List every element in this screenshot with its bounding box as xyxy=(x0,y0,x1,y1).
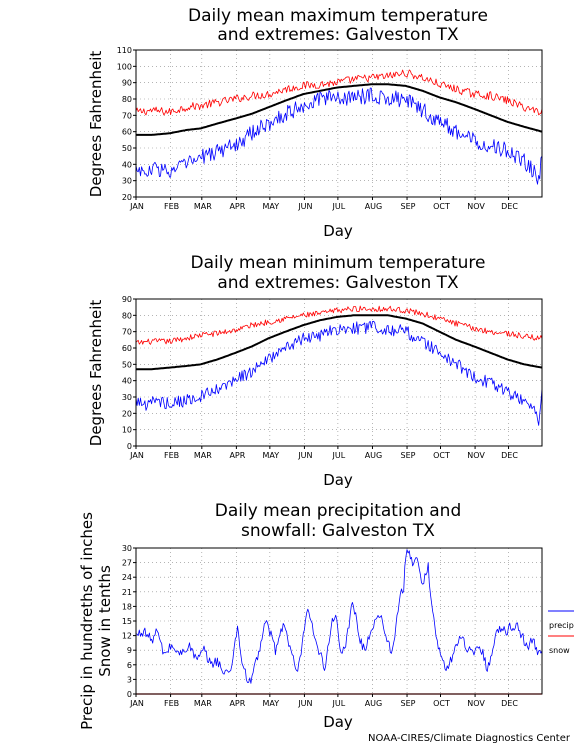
x-tick-label: MAR xyxy=(194,699,212,708)
y-tick-label: 30 xyxy=(122,544,132,553)
max-temp-chart: Daily mean maximum temperature and extre… xyxy=(87,6,543,240)
x-tick-label: JUN xyxy=(297,451,312,460)
x-tick-label: APR xyxy=(229,202,245,211)
series-record-low xyxy=(135,87,543,185)
y-axis-label-line-2: Snow in tenths xyxy=(96,565,114,677)
y-tick-label: 24 xyxy=(122,573,132,582)
x-tick-label: DEC xyxy=(501,451,518,460)
y-tick-label: 60 xyxy=(122,344,132,353)
x-tick-label: JUN xyxy=(297,699,312,708)
y-tick-label: 50 xyxy=(122,144,132,153)
x-tick-label: JAN xyxy=(129,451,144,460)
x-tick-label: NOV xyxy=(467,202,485,211)
x-tick-label: AUG xyxy=(365,451,383,460)
y-tick-label: 70 xyxy=(122,328,132,337)
x-tick-label: SEP xyxy=(401,699,416,708)
y-tick-label: 6 xyxy=(127,661,132,670)
x-tick-label: JUL xyxy=(332,451,346,460)
y-tick-label: 100 xyxy=(117,62,132,71)
series-mean xyxy=(136,314,543,371)
x-tick-label: AUG xyxy=(365,699,383,708)
series-record-low xyxy=(135,320,543,426)
precip-chart: Daily mean precipitation and snowfall: G… xyxy=(78,501,574,731)
y-axis-label: Degrees Fahrenheit xyxy=(87,300,105,447)
x-axis-label: Day xyxy=(323,471,353,489)
y-tick-label: 90 xyxy=(122,295,132,304)
x-tick-label: JUL xyxy=(332,202,346,211)
chart-title-line-2: snowfall: Galveston TX xyxy=(241,521,435,541)
y-tick-label: 40 xyxy=(122,377,132,386)
y-tick-label: 21 xyxy=(122,588,132,597)
x-axis-label: Day xyxy=(323,222,353,240)
y-tick-label: 70 xyxy=(122,111,132,120)
y-tick-label: 27 xyxy=(122,559,132,568)
min-temp-chart: Daily mean minimum temperature and extre… xyxy=(87,253,543,489)
x-tick-label: DEC xyxy=(501,202,518,211)
y-tick-label: 90 xyxy=(122,79,132,88)
series-precip xyxy=(135,549,543,684)
x-tick-label: OCT xyxy=(433,699,450,708)
y-tick-label: 20 xyxy=(122,409,132,418)
plot-frame xyxy=(135,49,543,198)
x-tick-label: JAN xyxy=(129,202,144,211)
series-record-high xyxy=(135,305,543,345)
x-tick-label: MAY xyxy=(263,699,280,708)
x-tick-label: MAR xyxy=(194,451,212,460)
y-tick-label: 50 xyxy=(122,360,132,369)
y-tick-label: 20 xyxy=(122,193,132,202)
legend-label-precip: precip xyxy=(549,621,574,630)
x-tick-label: NOV xyxy=(467,451,485,460)
chart-title-line-2: and extremes: Galveston TX xyxy=(217,25,459,45)
y-tick-label: 9 xyxy=(127,646,132,655)
series-record-high xyxy=(135,69,543,116)
x-tick-label: MAR xyxy=(194,202,212,211)
x-tick-label: SEP xyxy=(401,202,416,211)
y-tick-label: 110 xyxy=(117,46,132,55)
x-tick-label: NOV xyxy=(467,699,485,708)
y-tick-label: 12 xyxy=(122,632,132,641)
y-tick-label: 0 xyxy=(127,442,132,451)
x-tick-label: FEB xyxy=(164,451,179,460)
x-tick-label: JUN xyxy=(297,202,312,211)
credit-text: NOAA-CIRES/Climate Diagnostics Center xyxy=(368,733,571,744)
y-tick-label: 3 xyxy=(127,675,132,684)
x-tick-label: MAY xyxy=(263,451,280,460)
y-axis-label-line-1: Precip in hundreths of inches xyxy=(78,512,96,730)
x-tick-label: FEB xyxy=(164,699,179,708)
y-axis-label: Degrees Fahrenheit xyxy=(87,51,105,198)
x-tick-label: AUG xyxy=(365,202,383,211)
chart-title-line-1: Daily mean maximum temperature xyxy=(188,6,488,26)
x-tick-label: JAN xyxy=(129,699,144,708)
chart-title-line-2: and extremes: Galveston TX xyxy=(217,273,459,293)
plot-frame xyxy=(135,298,543,447)
x-tick-label: MAY xyxy=(263,202,280,211)
x-tick-label: OCT xyxy=(433,202,450,211)
x-tick-label: JUL xyxy=(332,699,346,708)
y-tick-label: 80 xyxy=(122,95,132,104)
legend-label-snow: snow xyxy=(549,646,570,655)
x-tick-label: OCT xyxy=(433,451,450,460)
x-tick-label: APR xyxy=(229,699,245,708)
y-tick-label: 0 xyxy=(127,690,132,699)
x-tick-label: SEP xyxy=(401,451,416,460)
y-tick-label: 10 xyxy=(122,426,132,435)
y-tick-label: 60 xyxy=(122,128,132,137)
x-axis-label: Day xyxy=(323,713,353,731)
x-tick-label: DEC xyxy=(501,699,518,708)
x-tick-label: APR xyxy=(229,451,245,460)
y-tick-label: 80 xyxy=(122,311,132,320)
y-tick-label: 30 xyxy=(122,393,132,402)
y-tick-label: 30 xyxy=(122,177,132,186)
y-tick-label: 15 xyxy=(122,617,132,626)
y-tick-label: 18 xyxy=(122,602,132,611)
x-tick-label: FEB xyxy=(164,202,179,211)
chart-title-line-1: Daily mean minimum temperature xyxy=(191,253,486,273)
chart-title-line-1: Daily mean precipitation and xyxy=(215,501,462,521)
y-tick-label: 40 xyxy=(122,160,132,169)
series-mean xyxy=(136,83,543,136)
